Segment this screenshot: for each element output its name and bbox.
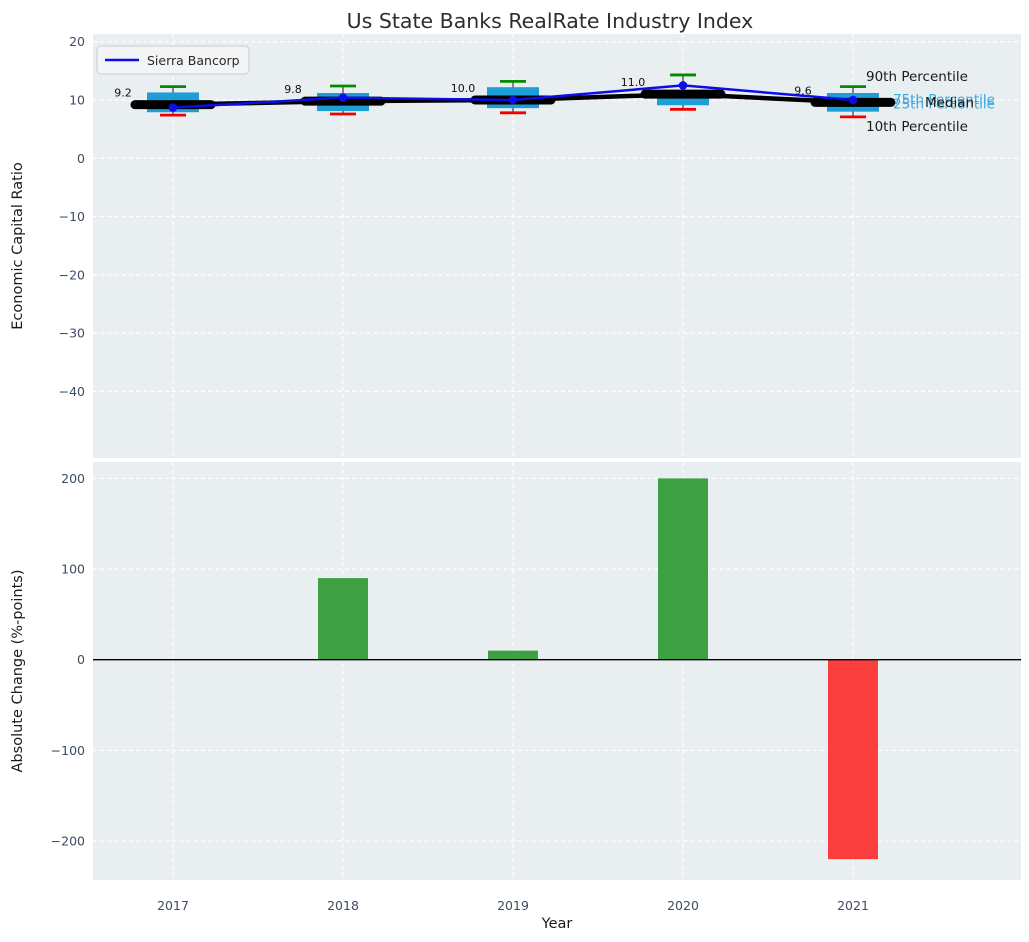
top-y-tick-label: −30: [59, 326, 85, 341]
median-value-label: 9.2: [114, 87, 132, 100]
bottom-y-tick-label: −200: [51, 834, 85, 849]
annotation-median: Median: [925, 95, 974, 111]
change-bar: [318, 578, 368, 660]
top-y-tick-label: −10: [59, 209, 85, 224]
median-value-label: 9.6: [794, 84, 812, 97]
bottom-chart-marks: [93, 478, 1021, 860]
top-y-tick-label: −20: [59, 267, 85, 282]
sierra-marker: [508, 95, 518, 105]
legend: Sierra Bancorp: [96, 45, 250, 75]
x-tick-label: 2020: [667, 898, 699, 913]
bottom-y-tick-label: 100: [61, 562, 85, 577]
top-y-tick-label: −40: [59, 384, 85, 399]
x-axis-label: Year: [541, 916, 573, 932]
bottom-axes-background: [93, 462, 1021, 880]
x-tick-label: 2018: [327, 898, 359, 913]
chart-title: Us State Banks RealRate Industry Index: [347, 9, 754, 33]
x-tick-label: 2017: [157, 898, 189, 913]
percentile-annotations: 90th Percentile 75th Percentile 25th Per…: [866, 69, 995, 135]
top-chart-marks: 9.2 9.8 10.0 11.0 9.6: [114, 73, 896, 119]
annotation-10th-percentile: 10th Percentile: [866, 119, 968, 135]
x-tick-label: 2019: [497, 898, 529, 913]
x-tick-label: 2021: [837, 898, 869, 913]
median-value-label: 9.8: [284, 83, 302, 96]
bottom-y-tick-label: 0: [77, 652, 85, 667]
median-value-label: 10.0: [451, 82, 476, 95]
top-y-tick-label: 0: [77, 151, 85, 166]
bottom-y-tick-label: −100: [51, 743, 85, 758]
change-bar: [828, 659, 878, 860]
annotation-25th-percentile: 25th Percentile: [893, 97, 995, 113]
annotation-90th-percentile: 90th Percentile: [866, 69, 968, 85]
sierra-marker: [338, 93, 348, 102]
median-value-label: 11.0: [621, 76, 646, 89]
top-y-axis-label: Economic Capital Ratio: [10, 162, 26, 330]
change-bar: [488, 650, 538, 660]
top-y-tick-label: 10: [69, 93, 85, 108]
sierra-marker: [168, 103, 178, 112]
legend-box: [96, 45, 250, 75]
bottom-y-axis-label: Absolute Change (%-points): [10, 570, 26, 773]
sierra-marker: [848, 95, 858, 105]
change-bar: [658, 478, 708, 660]
annotation-75th-percentile: 75th Percentile: [893, 92, 995, 108]
legend-label: Sierra Bancorp: [147, 53, 240, 68]
top-y-tick-label: 20: [69, 34, 85, 49]
sierra-marker: [678, 81, 688, 90]
bottom-y-tick-label: 200: [61, 471, 85, 486]
